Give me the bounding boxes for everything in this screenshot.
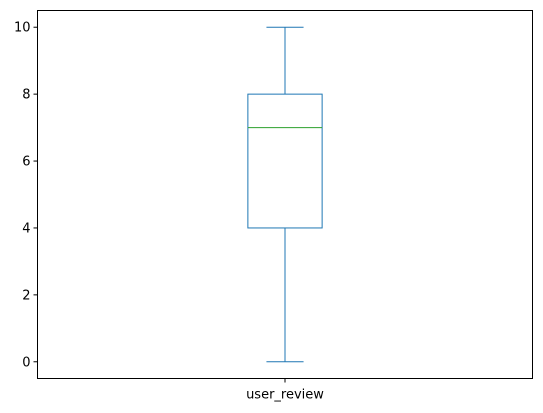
y-tick-label: 8	[22, 88, 30, 103]
y-tick-label: 6	[22, 155, 30, 170]
boxes	[247, 26, 323, 363]
x-tick-label: user_review	[246, 388, 324, 403]
y-tick-label: 0	[22, 355, 30, 370]
y-tick-label: 2	[22, 288, 30, 303]
iqr-box	[247, 93, 323, 229]
y-tick-label: 10	[14, 21, 31, 36]
y-axis: 0 2 4 6 8 10	[14, 21, 38, 370]
x-axis: user_review	[246, 378, 324, 403]
y-tick-label: 4	[22, 221, 30, 236]
